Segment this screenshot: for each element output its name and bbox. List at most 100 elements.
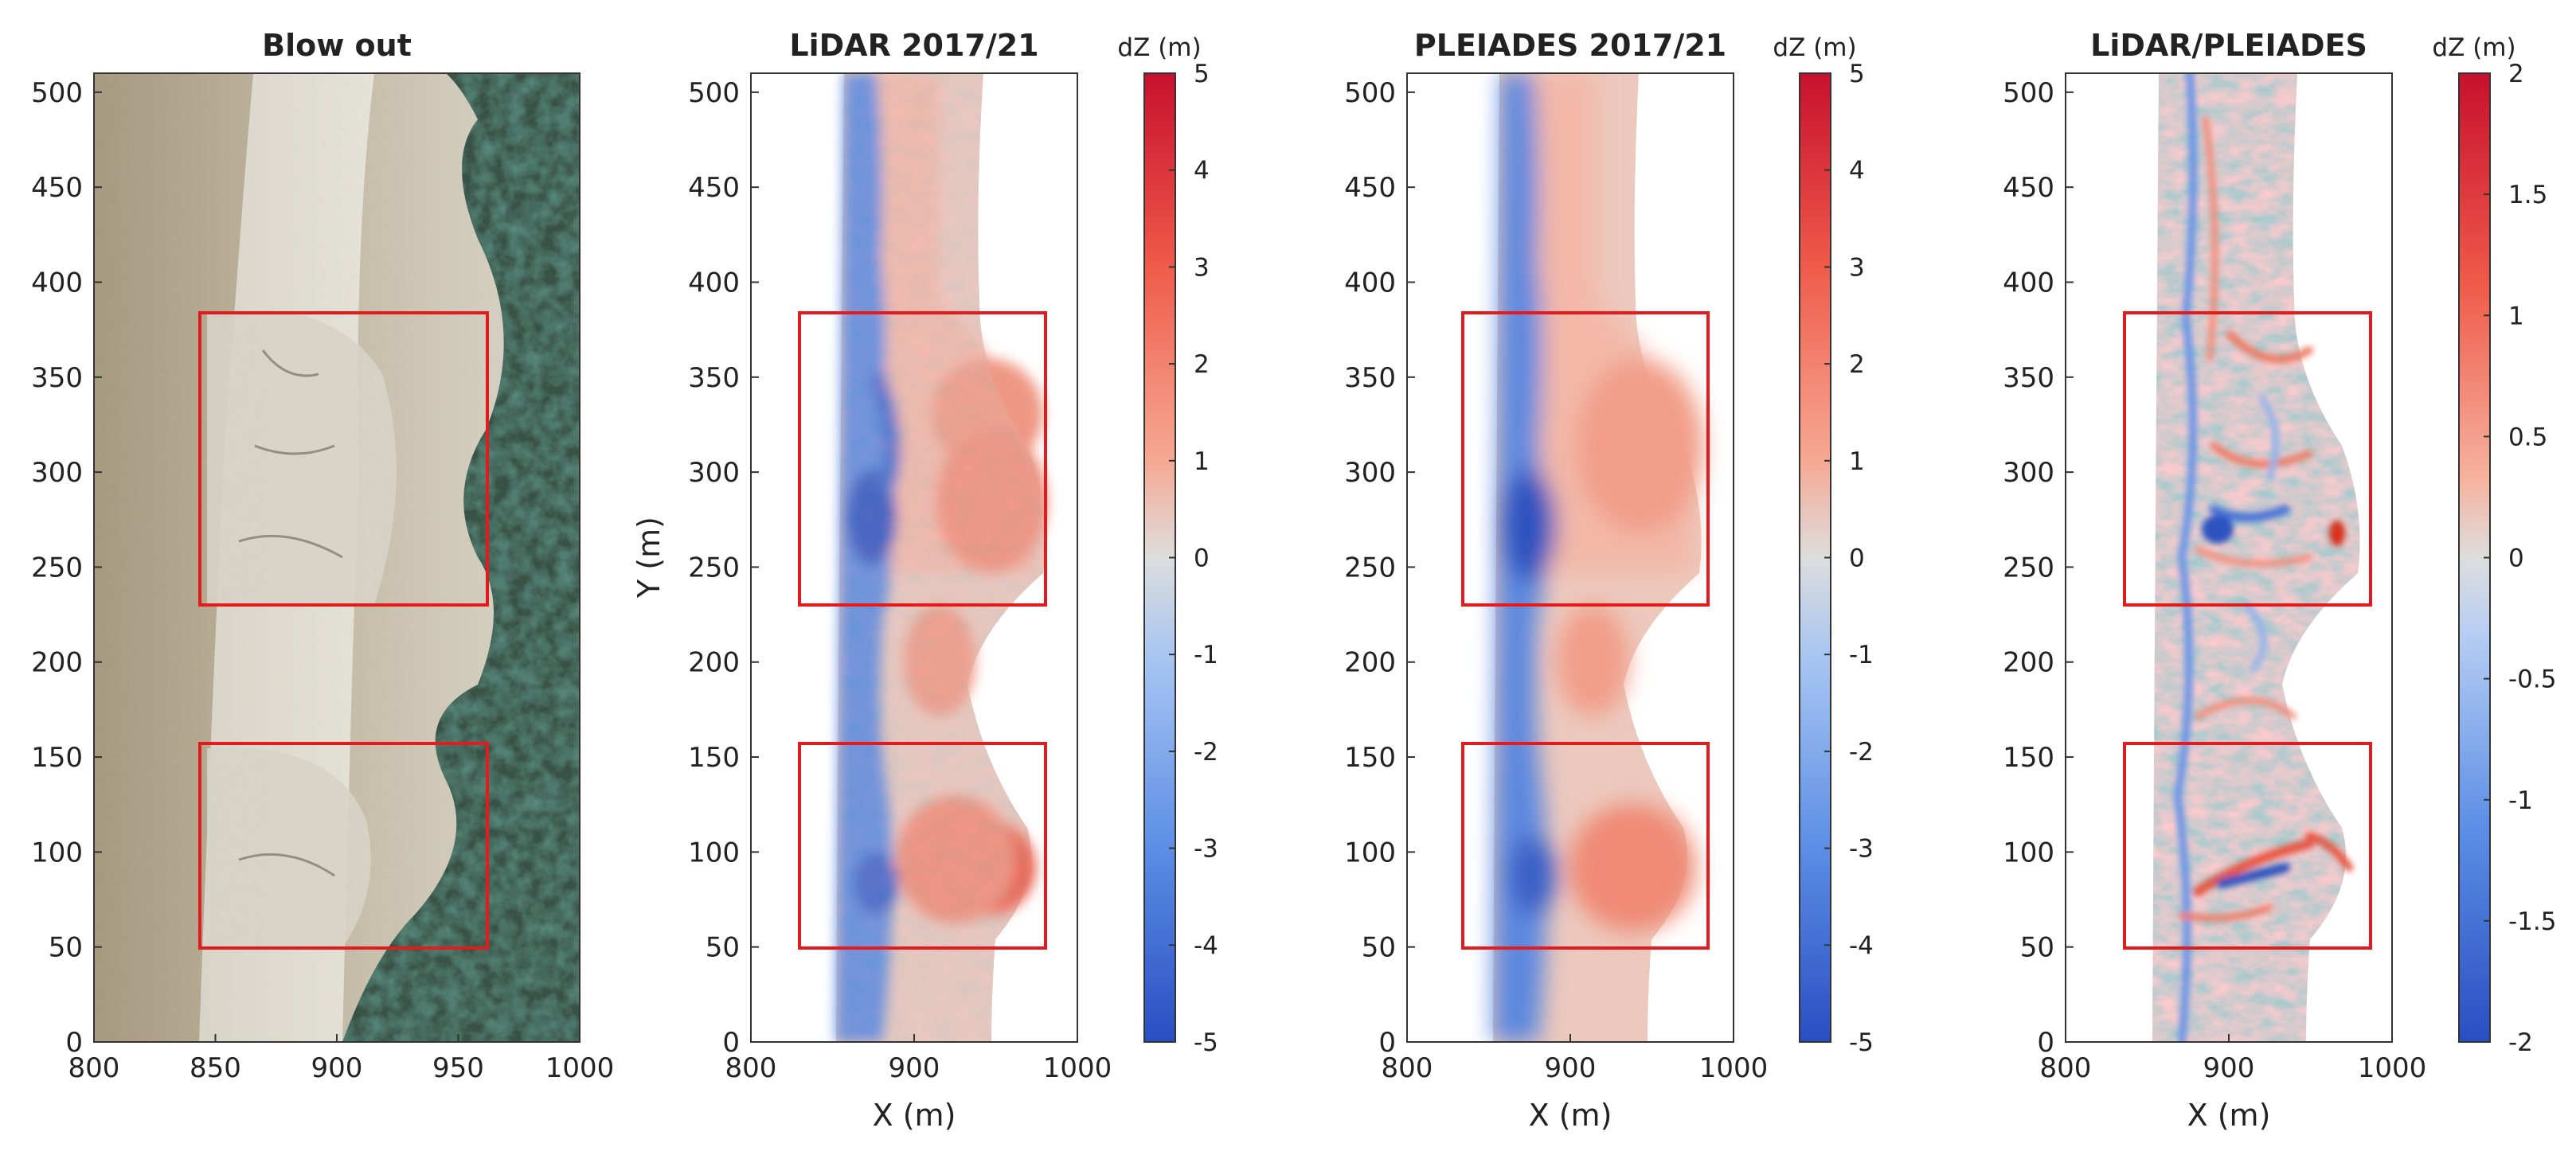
dz-map — [1493, 73, 1704, 1042]
y-tick-label: 300 — [2003, 457, 2054, 489]
y-tick-label: 450 — [31, 172, 83, 204]
x-tick-label: 900 — [889, 1052, 940, 1084]
y-tick-label: 200 — [1344, 647, 1396, 679]
y-tick-label: 300 — [1344, 457, 1396, 489]
colorbar-tick-label: 4 — [1194, 157, 1210, 185]
y-tick-label: 50 — [2020, 932, 2054, 964]
y-tick-label: 100 — [688, 837, 740, 868]
highlight-box-upper — [198, 311, 489, 607]
dz-map — [836, 73, 1047, 1042]
diff-features — [2173, 73, 2353, 1042]
colorbar-tick-label: -4 — [1849, 931, 1874, 960]
y-tick-label: 200 — [31, 647, 83, 679]
colorbar-tick-label: -3 — [1194, 835, 1218, 864]
colorbar-ticks: 5 4 3 2 1 0 -1 -2 -3 -4 -5 — [1169, 60, 1218, 1057]
x-axis-label: X (m) — [1529, 1098, 1612, 1133]
highlight-box-lower — [198, 742, 489, 950]
x-tick-label: 800 — [68, 1052, 120, 1084]
colorbar-pleiades: dZ (m) 5 4 3 2 1 0 -1 -2 -3 -4 -5 — [1773, 33, 1874, 1057]
aerial-photo — [94, 73, 580, 1042]
highlight-box-lower — [798, 742, 1047, 950]
y-tick-label: 500 — [31, 77, 83, 109]
colorbar-tick-label: 1 — [1194, 447, 1210, 476]
y-tick-label: 500 — [1344, 77, 1396, 109]
colorbar-tick-label: 5 — [1849, 60, 1865, 88]
panel-lidar-pleiades: LiDAR/PLEIADES — [2065, 28, 2393, 1043]
colorbar-tick-label: -2 — [1849, 738, 1874, 767]
y-tick-label: 0 — [1378, 1027, 1396, 1059]
x-tick-label: 1000 — [2358, 1052, 2427, 1084]
dz-features — [1493, 73, 1704, 1042]
colorbar-tick-label: -1 — [1194, 641, 1218, 669]
y-tick-label: 350 — [31, 362, 83, 394]
colorbar-tick-label: 0.5 — [2508, 423, 2547, 451]
y-tick-label: 400 — [1344, 267, 1396, 299]
colorbar-tick-label: -1 — [1849, 641, 1874, 669]
colorbar-tick-label: -2 — [1194, 738, 1218, 767]
y-axis-label: Y (m) — [631, 517, 666, 599]
colorbar-tick-label: 2 — [2508, 60, 2524, 88]
y-tick-label: 150 — [1344, 742, 1396, 774]
colorbar-ticks: 2 1.5 1 0.5 0 -0.5 -1 -1.5 -2 — [2484, 60, 2557, 1057]
colorbar-tick-label: 5 — [1194, 60, 1210, 88]
colorbar-ticks: 5 4 3 2 1 0 -1 -2 -3 -4 -5 — [1824, 60, 1874, 1057]
y-tick-label: 300 — [688, 457, 740, 489]
colorbar-tick-label: 0 — [2508, 544, 2524, 573]
x-tick-label: 900 — [2203, 1052, 2255, 1084]
highlight-box-upper — [798, 311, 1047, 607]
colorbar-tick-label: -5 — [1849, 1028, 1874, 1057]
colorbar-tick-label: 2 — [1849, 350, 1865, 379]
y-tick-label: 400 — [31, 267, 83, 299]
y-tick-label: 400 — [2003, 267, 2054, 299]
y-tick-label: 400 — [688, 267, 740, 299]
highlight-box-lower — [2123, 742, 2372, 950]
y-tick-label: 100 — [2003, 837, 2054, 868]
x-tick-label: 800 — [2040, 1052, 2092, 1084]
colorbar-tick-label: 0 — [1194, 544, 1210, 573]
y-tick-label: 350 — [688, 362, 740, 394]
y-tick-label: 200 — [2003, 647, 2054, 679]
y-tick-label: 100 — [31, 837, 83, 868]
y-tick-label: 450 — [1344, 172, 1396, 204]
x-axis-label: X (m) — [2187, 1098, 2271, 1133]
y-tick-label: 350 — [1344, 362, 1396, 394]
x-tick-label: 800 — [725, 1052, 777, 1084]
y-tick-label: 250 — [2003, 552, 2054, 583]
x-tick-label: 1000 — [1043, 1052, 1112, 1084]
colorbar-tick-label: 4 — [1849, 157, 1865, 185]
colorbar-lidar: dZ (m) 5 4 3 2 1 0 -1 -2 -3 -4 -5 — [1117, 33, 1218, 1057]
y-tick-label: 450 — [688, 172, 740, 204]
colorbar-tick-label: -5 — [1194, 1028, 1218, 1057]
y-tick-label: 50 — [49, 932, 83, 964]
y-tick-label: 350 — [2003, 362, 2054, 394]
y-tick-label: 250 — [31, 552, 83, 583]
panel-title: Blow out — [262, 28, 412, 63]
y-tick-label: 450 — [2003, 172, 2054, 204]
highlight-box-upper — [1461, 311, 1710, 607]
x-tick-label: 850 — [190, 1052, 241, 1084]
x-tick-label: 900 — [311, 1052, 363, 1084]
y-tick-label: 250 — [688, 552, 740, 583]
y-tick-label: 300 — [31, 457, 83, 489]
y-tick-label: 250 — [1344, 552, 1396, 583]
colorbar-tick-label: -2 — [2508, 1028, 2533, 1057]
y-tick-label: 50 — [1362, 932, 1396, 964]
y-tick-label: 200 — [688, 647, 740, 679]
y-tick-label: 0 — [722, 1027, 740, 1059]
colorbar-tick-label: 3 — [1194, 253, 1210, 282]
colorbar-tick-label: -0.5 — [2508, 665, 2557, 694]
colorbar-tick-label: -1 — [2508, 786, 2533, 815]
y-tick-label: 500 — [688, 77, 740, 109]
panel-title: PLEIADES 2017/21 — [1414, 28, 1726, 63]
x-tick-label: 1000 — [1699, 1052, 1769, 1084]
panel-pleiades: PLEIADES 2017/21 — [1406, 28, 1734, 1043]
diff-map — [2152, 73, 2360, 1042]
x-tick-label: 1000 — [545, 1052, 615, 1084]
colorbar-tick-label: 3 — [1849, 253, 1865, 282]
colorbar-tick-label: 2 — [1194, 350, 1210, 379]
colorbar-tick-label: -4 — [1194, 931, 1218, 960]
colorbar-label: dZ (m) — [1773, 33, 1856, 62]
y-tick-label: 150 — [688, 742, 740, 774]
y-tick-label: 150 — [31, 742, 83, 774]
x-tick-label: 800 — [1382, 1052, 1433, 1084]
